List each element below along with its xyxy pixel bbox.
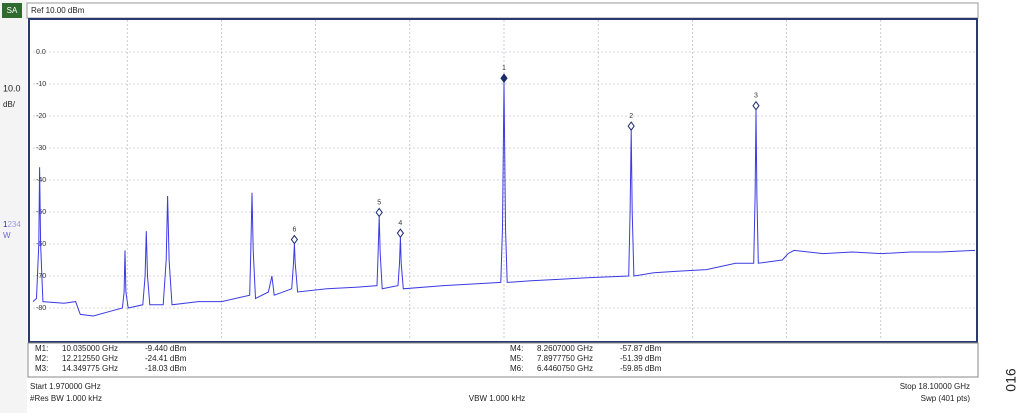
marker-level: -9.440 dBm	[145, 344, 187, 353]
scale-per-div: 10.0	[3, 83, 21, 93]
marker-level: -24.41 dBm	[145, 354, 187, 363]
y-tick-label: -40	[36, 177, 46, 184]
marker-diamond	[375, 207, 383, 218]
marker-frequency: 8.2607000 GHz	[537, 344, 593, 353]
marker-name: M1:	[35, 344, 48, 353]
marker-name: M6:	[510, 364, 523, 373]
y-tick-label: -10	[36, 81, 46, 88]
left-panel	[0, 0, 27, 413]
marker-number: 5	[377, 199, 381, 206]
figure-id: 016	[1003, 368, 1019, 392]
trace-inactive: 234	[7, 220, 21, 229]
marker-level: -59.85 dBm	[620, 364, 662, 373]
trace-indicator: 1234	[3, 220, 21, 229]
y-tick-label: -70	[36, 273, 46, 280]
marker-diamond	[396, 228, 405, 239]
y-tick-label: -20	[36, 113, 46, 120]
marker-frequency: 6.4460750 GHz	[537, 364, 593, 373]
vbw: VBW 1.000 kHz	[469, 394, 525, 403]
marker-level: -18.03 dBm	[145, 364, 187, 373]
res-bw: #Res BW 1.000 kHz	[30, 394, 102, 403]
marker-name: M3:	[35, 364, 48, 373]
marker-number: 1	[502, 65, 506, 72]
y-tick-label: 0.0	[36, 49, 46, 56]
trace-active: 1	[3, 220, 8, 229]
sweep-points: Swp (401 pts)	[921, 394, 971, 403]
marker-diamond	[752, 100, 760, 111]
marker-name: M4:	[510, 344, 523, 353]
detector: W	[3, 231, 11, 240]
marker-frequency: 10.035000 GHz	[62, 344, 118, 353]
marker-name: M2:	[35, 354, 48, 363]
stop-frequency: Stop 18.10000 GHz	[900, 382, 970, 391]
marker-level: -57.87 dBm	[620, 344, 662, 353]
marker-frequency: 14.349775 GHz	[62, 364, 118, 373]
y-tick-label: -30	[36, 145, 46, 152]
reference-level: Ref 10.00 dBm	[31, 6, 85, 15]
scale-unit: dB/	[3, 100, 16, 109]
marker-number: 6	[292, 226, 296, 233]
marker-table	[27, 342, 979, 378]
mode: SA	[7, 6, 18, 15]
marker-number: 3	[754, 93, 758, 100]
marker-diamond	[627, 121, 635, 131]
y-tick-label: -80	[36, 305, 46, 312]
y-tick-label: -50	[36, 209, 46, 216]
marker-diamond	[500, 73, 508, 84]
start-frequency: Start 1.970000 GHz	[30, 382, 101, 391]
mode-badge	[2, 3, 22, 18]
marker-diamond	[290, 234, 299, 245]
marker-number: 2	[629, 113, 633, 120]
trace	[32, 82, 976, 317]
marker-frequency: 7.8977750 GHz	[537, 354, 593, 363]
marker-frequency: 12.212550 GHz	[62, 354, 118, 363]
header-bar	[26, 2, 979, 19]
marker-number: 4	[398, 220, 402, 227]
marker-level: -51.39 dBm	[620, 354, 662, 363]
marker-name: M5:	[510, 354, 523, 363]
